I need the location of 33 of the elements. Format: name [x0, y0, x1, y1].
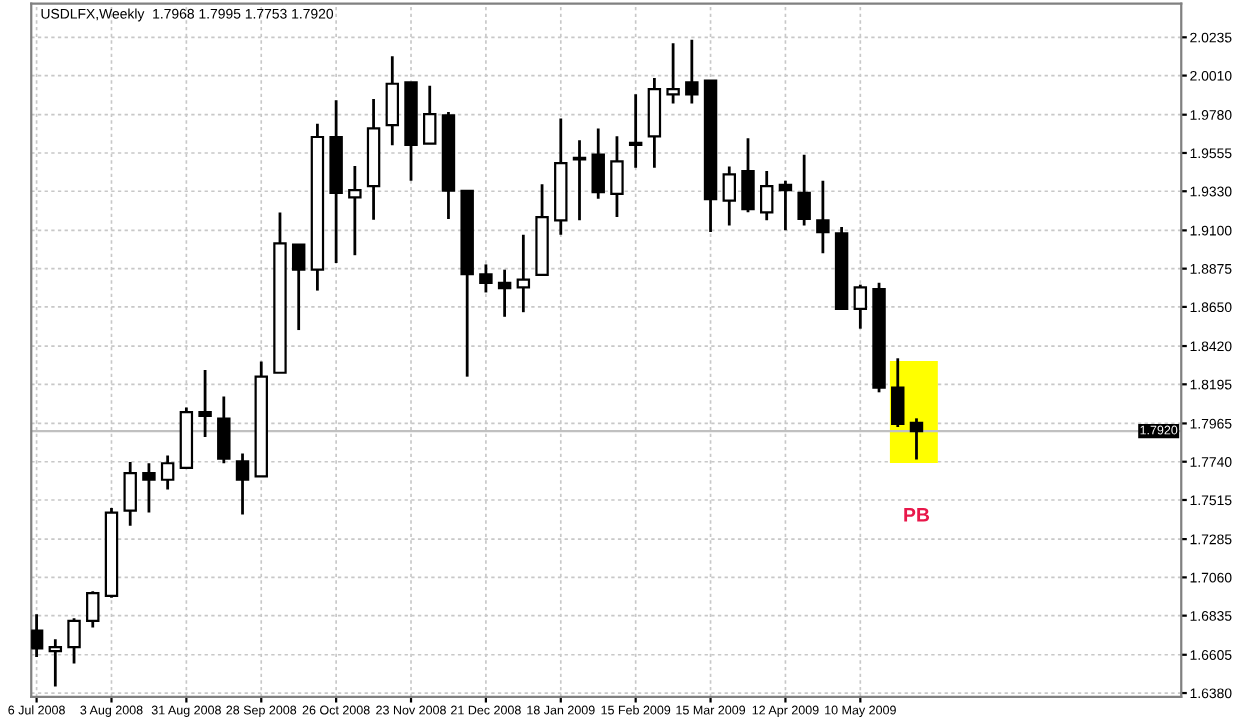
candlestick — [423, 84, 437, 146]
annotation: PB — [904, 508, 930, 522]
candlestick — [610, 134, 624, 219]
candlestick — [647, 76, 662, 170]
candlestick — [909, 416, 924, 461]
candlestick — [722, 165, 736, 227]
candlestick — [797, 153, 811, 227]
candlestick — [497, 268, 512, 319]
candlestick — [628, 92, 643, 170]
candlestick — [160, 454, 175, 491]
candlestick — [685, 38, 699, 105]
candlestick — [348, 164, 362, 257]
candlestick — [479, 263, 493, 294]
candlestick — [516, 233, 531, 314]
candlestick — [198, 368, 212, 439]
candlestick — [123, 460, 137, 528]
candlestick — [385, 54, 400, 147]
candlestick — [741, 136, 755, 214]
candlestick — [291, 243, 306, 332]
candlestick — [591, 127, 605, 201]
candlestick — [67, 616, 81, 665]
candlestick — [759, 169, 774, 222]
candlestick — [235, 451, 250, 516]
candlestick — [142, 461, 156, 514]
candlestick — [572, 138, 587, 222]
candlestick — [86, 589, 100, 629]
candlestick — [778, 179, 793, 232]
candlestick — [666, 41, 680, 105]
candlestick — [891, 356, 905, 429]
candlestick — [48, 637, 63, 688]
candlestick — [217, 395, 231, 465]
candlestick — [853, 283, 868, 331]
candlestick — [816, 179, 830, 255]
